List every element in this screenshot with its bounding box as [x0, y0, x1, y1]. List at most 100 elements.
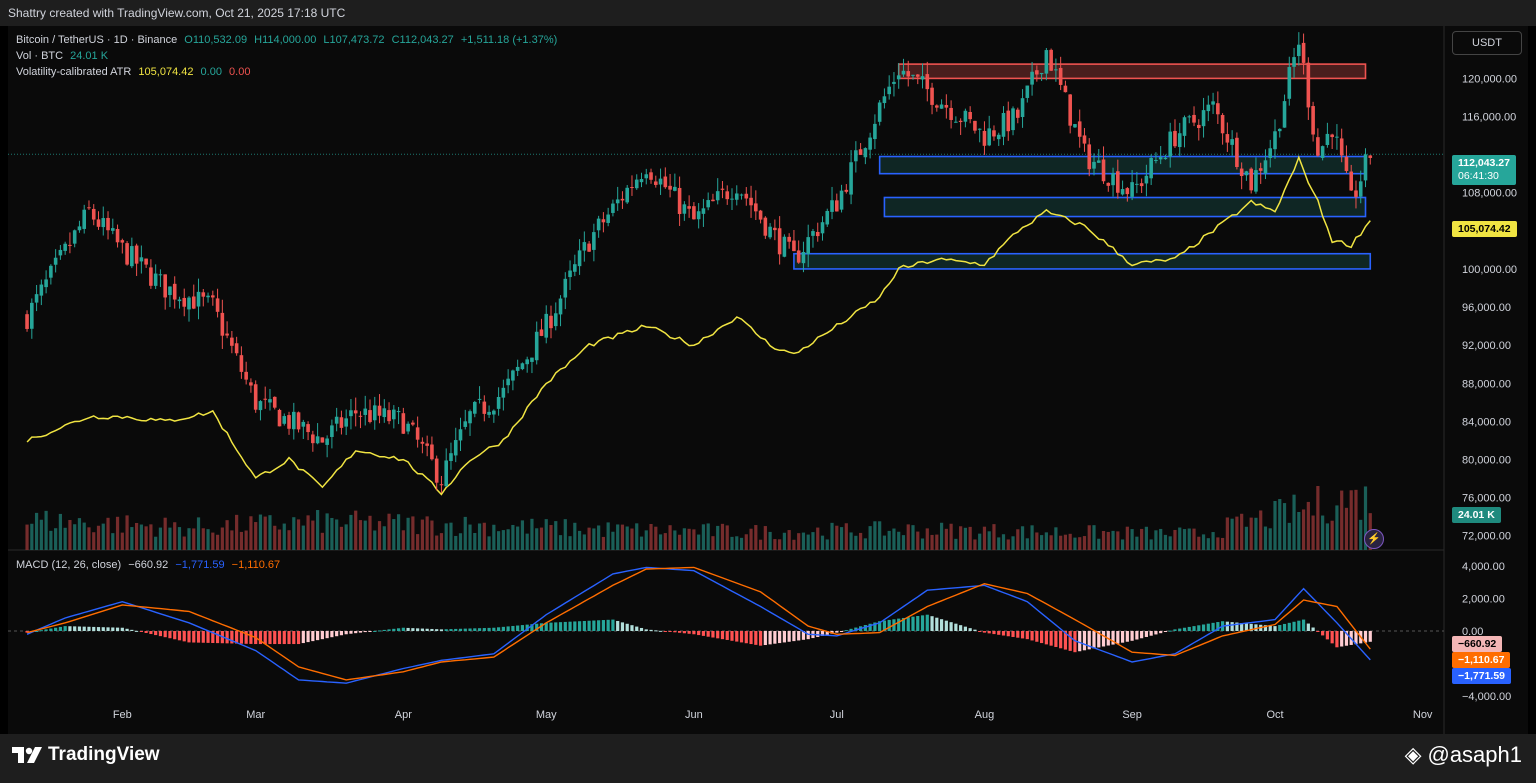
macd-histogram-bar [154, 631, 158, 636]
macd-histogram-bar [1006, 631, 1010, 637]
candle-down [1139, 183, 1144, 187]
macd-histogram-bar [1168, 630, 1172, 632]
macd-histogram-bar [101, 627, 105, 631]
macd-histogram-bar [1216, 622, 1220, 631]
volume-bar [516, 526, 520, 550]
volume-bar [420, 519, 424, 550]
volume-bar [77, 518, 82, 550]
volume-bar [1025, 538, 1029, 550]
macd-histogram-bar [530, 624, 534, 631]
macd-histogram-bar [768, 631, 772, 645]
candle-up [130, 246, 134, 267]
macd-histogram-bar [1263, 625, 1268, 631]
price-tag-value: 112,043.27 [1458, 157, 1510, 169]
macd-histogram-bar [306, 631, 310, 643]
volume-bar [1130, 529, 1134, 550]
candle-down [777, 228, 782, 255]
volume-bar [311, 520, 315, 550]
candle-up [1111, 173, 1115, 186]
atr-tag: 105,074.42 [1452, 221, 1517, 237]
candle-up [563, 278, 568, 298]
candle-up [558, 298, 563, 315]
candle-up [177, 299, 182, 302]
macd-histogram-bar [287, 631, 291, 645]
volume-bar [725, 525, 729, 550]
macd-histogram-bar [420, 628, 424, 631]
macd-histogram-bar [454, 628, 458, 631]
macd-histogram-bar [1097, 631, 1101, 648]
volume-bar [1187, 528, 1191, 550]
macd-histogram-bar [392, 628, 396, 631]
macd-histogram-bar [1044, 631, 1048, 645]
macd-histogram-bar [196, 631, 201, 643]
macd-histogram-bar [177, 631, 182, 641]
macd-histogram-bar [863, 625, 867, 631]
candle-down [1339, 138, 1344, 156]
macd-histogram-bar [463, 628, 467, 631]
candle-up [1211, 101, 1215, 105]
candle-up [701, 208, 706, 214]
volume-bar [563, 519, 567, 550]
low-value: L107,473.72 [323, 34, 385, 46]
volume-bar [1349, 490, 1353, 550]
volume-bar [1363, 486, 1368, 550]
volume-bar [149, 524, 153, 550]
candle-down [1354, 190, 1358, 197]
volume-bar [1335, 505, 1339, 550]
macd-histogram-bar [668, 631, 672, 632]
currency-button[interactable]: USDT [1452, 31, 1522, 55]
volume-bar [1163, 534, 1168, 550]
macd-histogram-bar [1011, 631, 1015, 637]
candle-up [53, 257, 58, 265]
candle-up [1073, 124, 1077, 128]
candle-up [325, 438, 329, 445]
tradingview-logo[interactable]: TradingView [12, 744, 160, 766]
macd-histogram-bar [1078, 631, 1082, 652]
candle-down [1216, 103, 1220, 115]
macd-histogram-bar [1363, 631, 1368, 643]
macd-histogram-bar [935, 617, 939, 631]
volume-bar [859, 532, 863, 550]
candle-down [1344, 156, 1349, 172]
candle-down [787, 236, 791, 242]
volume-bar [25, 524, 29, 550]
candle-down [239, 355, 244, 372]
legend-row-3: Volatility-calibrated ATR 105,074.42 0.0… [16, 66, 250, 78]
time-axis-tick: Oct [1266, 709, 1283, 721]
volume-bar [1149, 539, 1153, 550]
volume-bar [1040, 535, 1044, 550]
volume-bar [554, 521, 558, 550]
lightning-icon[interactable]: ⚡ [1364, 529, 1384, 549]
legend-row-2: Vol · BTC 24.01 K [16, 50, 108, 62]
candle-down [149, 267, 153, 286]
candle-up [1363, 154, 1368, 181]
macd-histogram-bar [973, 629, 977, 631]
candle-up [187, 297, 191, 310]
macd-histogram-bar [1001, 631, 1006, 636]
macd-histogram-bar [144, 631, 148, 633]
candle-down [796, 250, 801, 263]
macd-histogram-bar [725, 631, 729, 640]
candle-down [744, 193, 749, 199]
volume-bar [177, 527, 182, 550]
volume-bar [463, 516, 467, 550]
candle-up [849, 162, 853, 195]
macd-histogram-bar [77, 626, 82, 631]
candle-up [511, 370, 515, 381]
candle-up [530, 357, 534, 362]
macd-histogram-bar [1354, 631, 1358, 645]
macd-histogram-bar [377, 630, 382, 632]
volume-bar [111, 533, 115, 550]
macd-histogram-bar [211, 631, 215, 643]
candle-down [1306, 62, 1311, 108]
macd-histogram-bar [249, 631, 253, 644]
volume-bar [1201, 534, 1206, 550]
countdown-value: 06:41:30 [1458, 170, 1499, 182]
macd-histogram-bar [1135, 631, 1139, 640]
volume-bar [1221, 537, 1225, 550]
volume-bar [1120, 539, 1125, 550]
candle-up [1187, 116, 1192, 118]
candle-up [1273, 131, 1277, 150]
header-bar: Shattry created with TradingView.com, Oc… [0, 0, 1536, 26]
